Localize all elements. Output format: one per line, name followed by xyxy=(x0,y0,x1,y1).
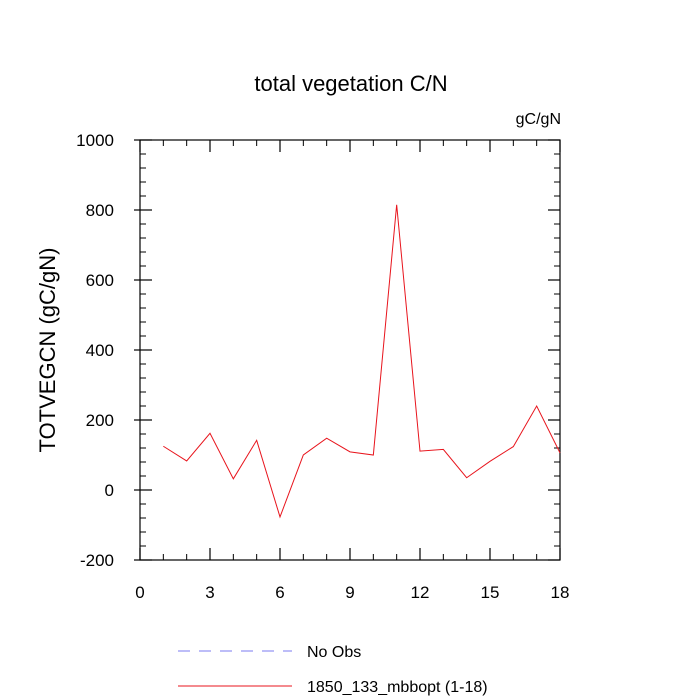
y-tick-label: 0 xyxy=(105,481,114,500)
x-tick-label: 0 xyxy=(135,583,144,602)
legend: No Obs 1850_133_mbbopt (1-18) xyxy=(178,644,488,696)
series-layer xyxy=(163,204,561,519)
x-tick-label: 15 xyxy=(481,583,500,602)
axis-ticks: 0 3 6 9 12 15 18 -200 0 200 400 600 800 1000 xyxy=(76,131,569,602)
y-tick-label: 400 xyxy=(86,341,114,360)
y-axis-label: TOTVEGCN (gC/gN) xyxy=(35,248,60,453)
series-line-0 xyxy=(163,204,561,519)
legend-label: No Obs xyxy=(307,644,361,661)
x-tick-label: 12 xyxy=(411,583,430,602)
x-tick-label: 18 xyxy=(551,583,570,602)
y-tick-label: -200 xyxy=(80,551,114,570)
y-tick-label: 1000 xyxy=(76,131,114,150)
legend-label: 1850_133_mbbopt (1-18) xyxy=(307,679,488,696)
units-label: gC/gN xyxy=(516,111,561,128)
x-tick-label: 3 xyxy=(205,583,214,602)
chart-title: total vegetation C/N xyxy=(254,71,447,96)
x-tick-label: 9 xyxy=(345,583,354,602)
y-tick-label: 800 xyxy=(86,201,114,220)
plot-frame xyxy=(139,139,561,561)
x-tick-label: 6 xyxy=(275,583,284,602)
y-tick-label: 200 xyxy=(86,411,114,430)
y-tick-label: 600 xyxy=(86,271,114,290)
